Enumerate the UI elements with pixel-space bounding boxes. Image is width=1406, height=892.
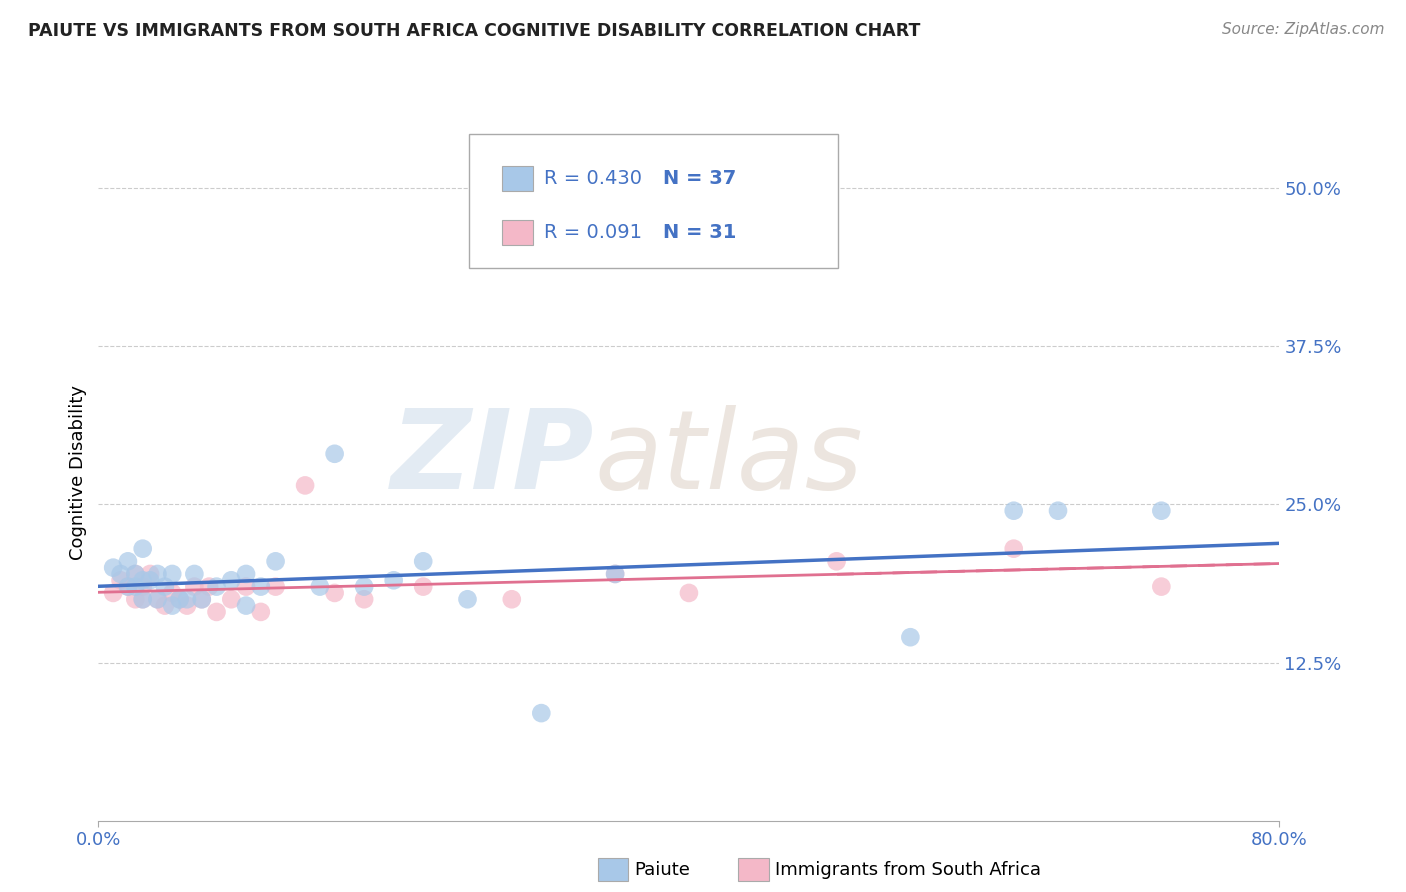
Point <box>323 586 346 600</box>
Point <box>139 566 162 581</box>
Text: Paiute: Paiute <box>634 861 690 879</box>
Point <box>183 580 205 594</box>
Point <box>235 580 257 594</box>
Point <box>132 574 155 588</box>
Point <box>235 566 257 581</box>
Point <box>264 580 287 594</box>
Point <box>219 574 242 588</box>
Point <box>264 554 287 568</box>
Point <box>1002 541 1025 556</box>
Point <box>1002 504 1025 518</box>
Point <box>605 566 627 581</box>
Point <box>124 566 146 581</box>
Point <box>605 566 627 581</box>
Text: PAIUTE VS IMMIGRANTS FROM SOUTH AFRICA COGNITIVE DISABILITY CORRELATION CHART: PAIUTE VS IMMIGRANTS FROM SOUTH AFRICA C… <box>28 22 921 40</box>
Point <box>456 592 478 607</box>
Text: R = 0.430: R = 0.430 <box>544 169 643 188</box>
Point <box>132 592 155 607</box>
Point <box>412 554 434 568</box>
Point <box>169 592 191 607</box>
Point <box>353 580 375 594</box>
Point <box>530 706 553 720</box>
Point <box>124 592 146 607</box>
Point <box>176 592 198 607</box>
Text: N = 37: N = 37 <box>664 169 737 188</box>
Point <box>146 592 169 607</box>
Point <box>309 580 332 594</box>
Point <box>294 478 316 492</box>
Point <box>124 580 146 594</box>
Point <box>323 447 346 461</box>
Point <box>198 580 221 594</box>
Point <box>153 580 176 594</box>
Point <box>103 560 125 574</box>
Text: N = 31: N = 31 <box>664 223 737 243</box>
Point <box>250 605 273 619</box>
Point <box>132 592 155 607</box>
Point <box>162 599 183 613</box>
Text: Source: ZipAtlas.com: Source: ZipAtlas.com <box>1222 22 1385 37</box>
Point <box>1150 580 1173 594</box>
Point <box>678 586 700 600</box>
Point <box>205 580 228 594</box>
Point <box>191 592 214 607</box>
Text: R = 0.091: R = 0.091 <box>544 223 643 243</box>
Point <box>353 592 375 607</box>
Point <box>132 580 155 594</box>
Y-axis label: Cognitive Disability: Cognitive Disability <box>69 385 87 560</box>
Point <box>146 592 169 607</box>
Point <box>191 592 214 607</box>
Point <box>124 566 146 581</box>
Point <box>132 541 155 556</box>
Point <box>235 599 257 613</box>
Point <box>139 574 162 588</box>
Point <box>205 605 228 619</box>
Text: ZIP: ZIP <box>391 405 595 512</box>
Point <box>117 580 139 594</box>
Point <box>825 554 848 568</box>
Point <box>146 566 169 581</box>
Point <box>162 586 183 600</box>
Point <box>900 630 922 644</box>
Point <box>1046 504 1069 518</box>
Point <box>501 592 523 607</box>
Point <box>412 580 434 594</box>
Text: Immigrants from South Africa: Immigrants from South Africa <box>775 861 1040 879</box>
Point <box>382 574 405 588</box>
Point <box>110 574 132 588</box>
Point <box>176 599 198 613</box>
Text: atlas: atlas <box>595 405 863 512</box>
Point <box>169 592 191 607</box>
Point <box>1150 504 1173 518</box>
Point <box>117 554 139 568</box>
Point <box>117 580 139 594</box>
Point <box>103 586 125 600</box>
Point <box>110 566 132 581</box>
Point <box>183 566 205 581</box>
Point <box>162 566 183 581</box>
Point <box>219 592 242 607</box>
Point <box>153 599 176 613</box>
Point <box>250 580 273 594</box>
